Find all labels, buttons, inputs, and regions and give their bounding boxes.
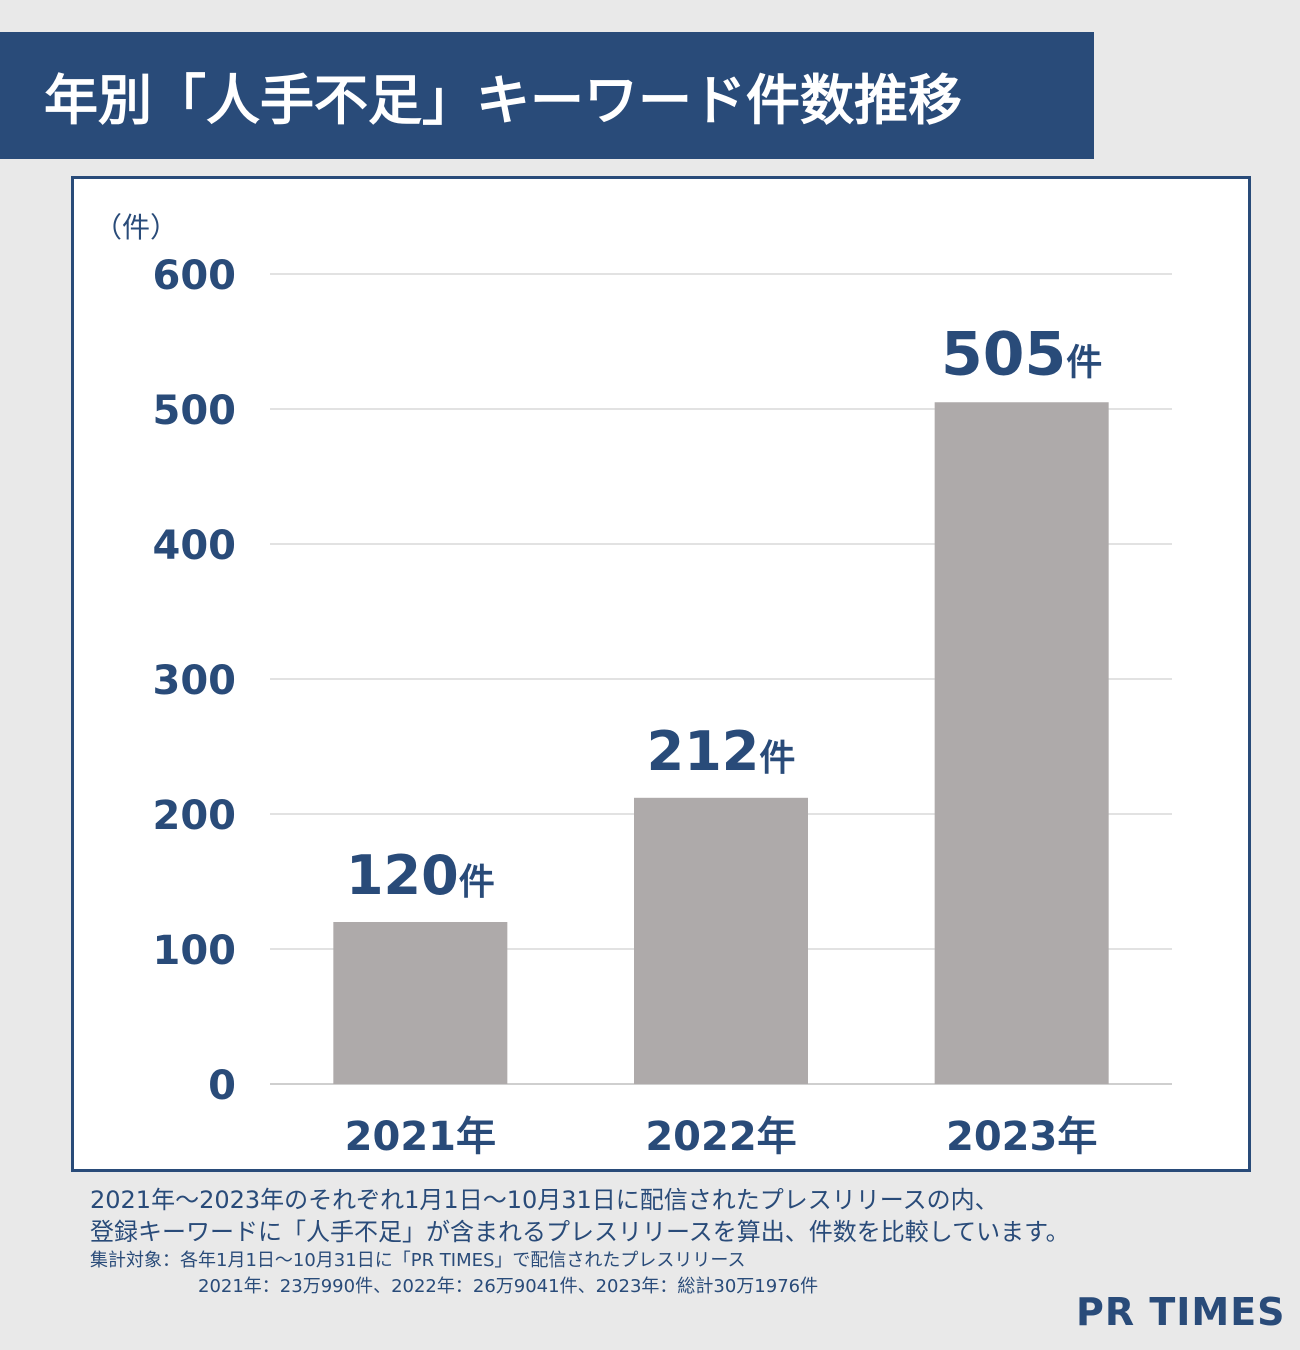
y-tick-label-400: 400 xyxy=(153,523,237,569)
y-axis-unit-label: （件） xyxy=(94,211,178,244)
footnote: 2021年～2023年のそれぞれ1月1日～10月31日に配信されたプレスリリース… xyxy=(90,1184,1070,1300)
bar-2022年 xyxy=(634,797,808,1084)
y-tick-label-600: 600 xyxy=(153,253,237,299)
chart-frame: （件） 0 100 200 300 400 500 600 120件 2021年 212件 2022年… xyxy=(71,176,1251,1172)
footnote-line-3: 集計対象：各年1月1日～10月31日に「PR TIMES」で配信されたプレスリリ… xyxy=(90,1250,746,1271)
bar-2023年 xyxy=(934,402,1109,1084)
x-tick-label-2021年: 2021年 xyxy=(345,1114,496,1160)
title-banner: 年別「人手不足」キーワード件数推移 xyxy=(0,32,1094,159)
data-label-2022年: 212件 xyxy=(647,720,796,783)
y-tick-label-100: 100 xyxy=(153,928,237,974)
x-tick-label-2022年: 2022年 xyxy=(645,1114,796,1160)
chart-title: 年別「人手不足」キーワード件数推移 xyxy=(44,69,962,132)
footnote-line-4: 2021年：23万990件、2022年：26万9041件、2023年：総計30万… xyxy=(198,1276,819,1297)
x-tick-label-2023年: 2023年 xyxy=(946,1114,1097,1160)
y-tick-label-200: 200 xyxy=(153,793,237,839)
data-label-2021年: 120件 xyxy=(346,844,495,907)
pr-times-logo: PR TIMES xyxy=(1076,1290,1286,1334)
bar-2021年 xyxy=(333,922,508,1084)
data-label-2023年: 505件 xyxy=(941,319,1102,389)
bar-chart: （件） 0 100 200 300 400 500 600 120件 2021年 212件 2022年… xyxy=(94,211,1172,1160)
y-tick-label-500: 500 xyxy=(153,388,237,434)
footnote-line-2: 登録キーワードに「人手不足」が含まれるプレスリリースを算出、件数を比較しています… xyxy=(90,1218,1070,1246)
footnote-line-1: 2021年～2023年のそれぞれ1月1日～10月31日に配信されたプレスリリース… xyxy=(90,1186,999,1214)
y-tick-label-0: 0 xyxy=(208,1063,236,1109)
y-tick-label-300: 300 xyxy=(153,658,237,704)
